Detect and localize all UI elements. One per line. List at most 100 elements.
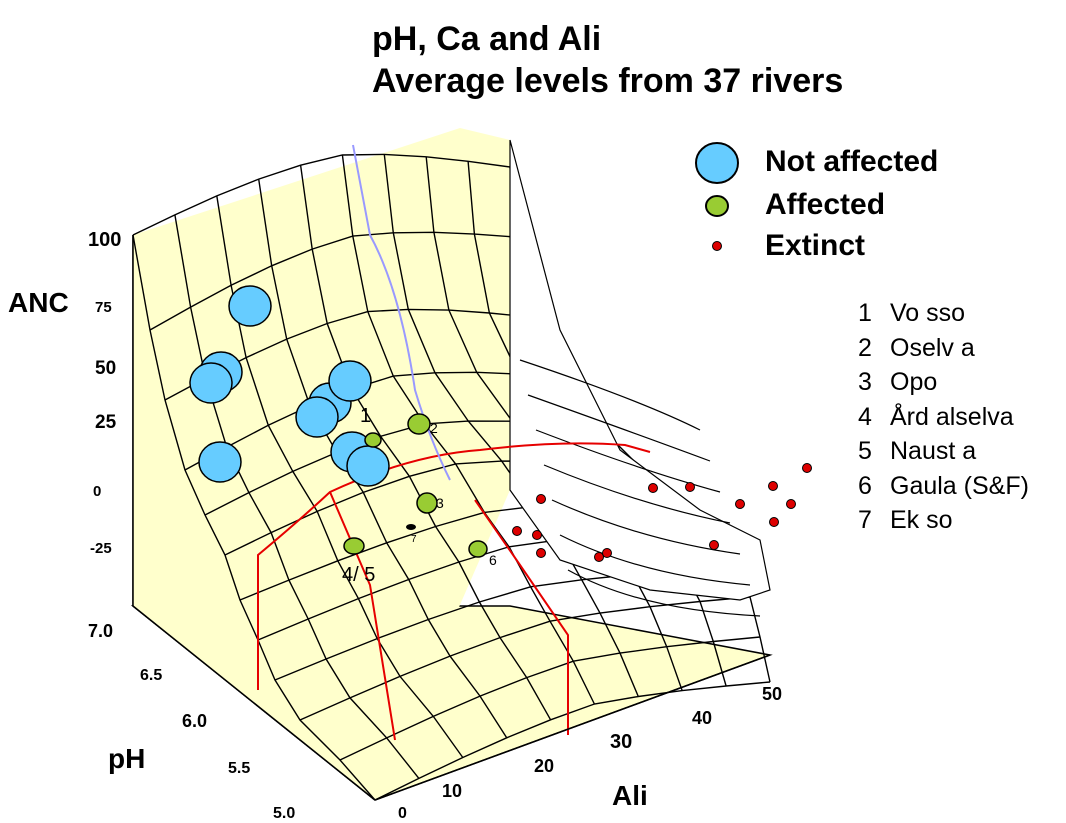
surface-row-line — [339, 636, 761, 761]
affected-point-7 — [406, 524, 416, 530]
ali-axis-line — [374, 654, 771, 801]
not-affected-point — [228, 285, 272, 327]
surface-row-line — [184, 371, 561, 471]
threshold-line-red — [257, 442, 651, 690]
ph-tick-label: 5.5 — [228, 760, 250, 777]
anc-tick-label: -25 — [90, 540, 112, 557]
river-number: 7 — [858, 506, 872, 534]
surface-row-line — [132, 153, 511, 236]
river-number: 2 — [858, 333, 872, 362]
extension-grid-line — [559, 534, 751, 586]
extinct-point — [512, 526, 522, 536]
threshold-line-red — [329, 491, 396, 741]
ali-tick-label: 10 — [442, 781, 462, 801]
extinct-point — [536, 548, 546, 558]
extinct-point — [594, 552, 604, 562]
extinct-point — [536, 494, 546, 504]
ph-tick-label: 5.0 — [273, 805, 295, 822]
anc-tick-label: 25 — [95, 412, 117, 433]
river-number: 6 — [858, 471, 872, 500]
ph-tick-label: 6.0 — [182, 711, 207, 731]
ph-axis-line — [132, 605, 376, 801]
legend-symbol-extinct — [712, 241, 722, 251]
river-list: 1 Vo sso 2 Oselv a 3 Opo 4 Ård alselva 5 Naust a 6… — [858, 296, 1029, 538]
river-list-item: 6 Gaula (S&F) — [858, 469, 1029, 504]
not-affected-point — [346, 445, 390, 487]
point-label: 6 — [489, 552, 497, 568]
legend-label-affected: Affected — [765, 188, 886, 221]
ph-tick-label: 6.5 — [140, 667, 162, 684]
not-affected-point — [198, 441, 242, 483]
extinct-point — [648, 483, 658, 493]
legend-label-not-affected: Not affected — [765, 145, 939, 178]
river-name: Opo — [890, 368, 938, 396]
affected-point — [416, 492, 438, 514]
affected-point — [468, 540, 488, 558]
river-list-item: 4 Ård alselva — [858, 400, 1029, 435]
extension-grid-line — [567, 569, 761, 617]
river-number: 4 — [858, 402, 872, 431]
river-list-item: 5 Naust a — [858, 434, 1029, 469]
river-list-item: 1 Vo sso — [858, 296, 1029, 331]
extinct-point — [735, 499, 745, 509]
ali-axis-label: Ali — [612, 780, 648, 811]
extension-grid-line — [543, 464, 731, 524]
ali-tick-label: 30 — [610, 731, 632, 753]
ali-tick-label: 20 — [534, 756, 554, 776]
ali-tick-label: 40 — [692, 708, 712, 728]
legend-symbol-affected — [705, 195, 729, 217]
river-name: Ek so — [890, 506, 953, 534]
not-affected-point — [189, 362, 233, 404]
surface-col-line — [341, 154, 596, 705]
back-wall — [133, 128, 510, 800]
surface-row-line — [149, 231, 516, 331]
point-label: 3 — [436, 495, 444, 511]
river-name: Gaula (S&F) — [890, 471, 1029, 500]
ali-tick-label: 0 — [398, 805, 407, 822]
river-list-item: 3 Opo — [858, 365, 1029, 400]
extinct-point — [685, 482, 695, 492]
chart-title: pH, Ca and Ali — [372, 20, 602, 58]
surface-extension-fill — [509, 139, 771, 601]
extinct-point — [769, 517, 779, 527]
threshold-line-red — [474, 499, 569, 735]
river-list-item: 7 Ek so — [858, 503, 1029, 538]
ph-tick-label: 7.0 — [88, 621, 113, 641]
extension-grid-line — [527, 394, 711, 462]
threshold-line-blue — [352, 144, 451, 481]
river-name: Oselv a — [890, 333, 975, 362]
ali-tick-label: 50 — [762, 684, 782, 704]
extension-grid-line — [519, 359, 701, 431]
affected-point — [364, 432, 382, 448]
surface-col-line — [258, 178, 508, 739]
point-label: 2 — [430, 420, 438, 436]
extension-grid-line — [551, 499, 741, 555]
river-name: Ård alselva — [890, 402, 1014, 431]
surface-row-line — [299, 596, 751, 721]
legend-symbol-not-affected — [695, 142, 739, 184]
ph-axis-label: pH — [108, 743, 145, 774]
extinct-point — [786, 499, 796, 509]
extinct-point — [802, 463, 812, 473]
extinct-point — [768, 481, 778, 491]
anc-tick-label: 100 — [88, 229, 121, 251]
river-number: 1 — [858, 299, 872, 327]
extinct-point — [602, 548, 612, 558]
affected-point — [343, 537, 365, 555]
extinct-point — [709, 540, 719, 550]
surface-col-line — [132, 234, 376, 801]
point-label: 4/ 5 — [342, 564, 375, 586]
river-name: Vo sso — [890, 299, 966, 327]
river-number: 5 — [858, 437, 872, 465]
chart-subtitle: Average levels from 37 rivers — [372, 62, 844, 100]
legend-label-extinct: Extinct — [765, 229, 866, 262]
river-list-item: 2 Oselv a — [858, 331, 1029, 366]
river-name: Naust a — [890, 437, 977, 465]
extinct-point — [532, 530, 542, 540]
anc-tick-label: 50 — [95, 358, 116, 379]
surface-extension — [509, 139, 771, 617]
not-affected-point — [328, 360, 372, 402]
not-affected-point — [295, 396, 339, 438]
anc-tick-label: 0 — [93, 483, 101, 500]
